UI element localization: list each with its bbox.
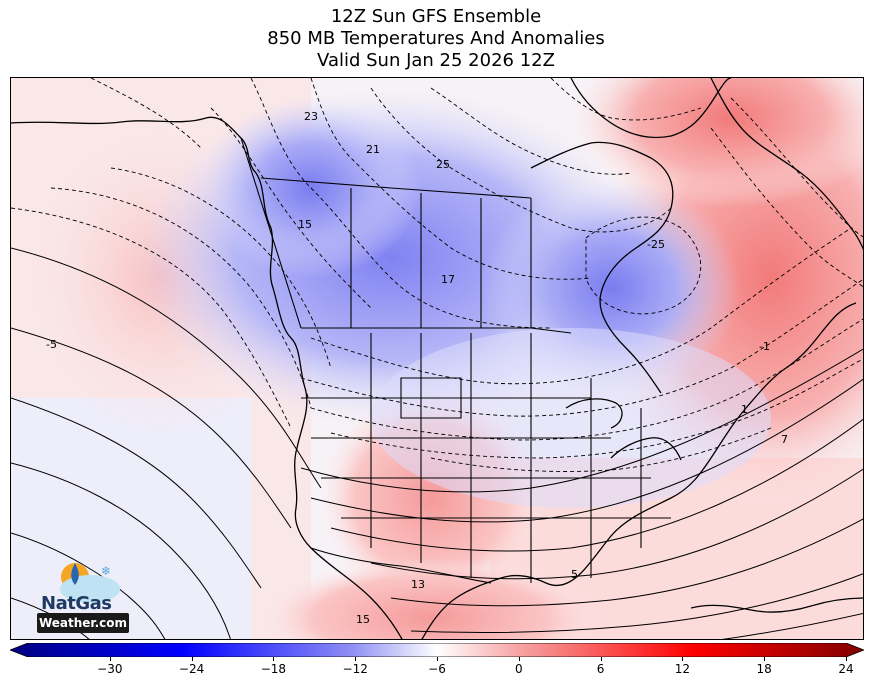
isotherm-solid (300, 348, 863, 493)
hudson-bay-coast[interactable] (530, 141, 674, 394)
contour-label: 17 (441, 273, 455, 286)
title-line-1: 12Z Sun GFS Ensemble (330, 6, 542, 27)
isotherm-solid (11, 532, 166, 639)
labrador-coast[interactable] (710, 78, 864, 253)
alaska-yukon-border[interactable] (240, 137, 302, 329)
isotherm-solid (721, 612, 863, 639)
colorbar-tick-mark (600, 657, 602, 661)
chart-title: 12Z Sun GFS Ensemble 850 MB Temperatures… (0, 6, 872, 72)
caribbean-coast[interactable] (690, 597, 864, 613)
colorbar-tick-label: −18 (260, 662, 287, 676)
isotherm-dashed (370, 87, 672, 233)
colorbar-tick-label: −24 (178, 662, 205, 676)
colorbar-tick-mark (109, 657, 111, 661)
contour-label: 7 (781, 433, 788, 446)
contour-label: 15 (298, 218, 312, 231)
isotherm-solid (11, 397, 262, 589)
isotherm-solid (11, 247, 322, 489)
isotherm-dashed (310, 78, 592, 280)
isotherm-solid (330, 418, 863, 552)
colorbar-tick-label: −30 (97, 662, 123, 676)
colorbar-tick-mark (191, 657, 193, 661)
isotherm-solid (370, 468, 863, 580)
isotherm-dashed (50, 187, 312, 409)
great-lakes-shore[interactable] (610, 437, 682, 461)
isotherm-dashed (300, 278, 863, 417)
contour-label: -5 (46, 338, 57, 351)
isotherm-dashed (430, 87, 632, 175)
contour-label: 15 (356, 613, 370, 626)
anomaly-map: 23 21 25 15 17 -25 -5 -1 1 7 13 15 5 (11, 78, 864, 640)
east-coastline[interactable] (421, 302, 857, 640)
logo-text-natgas: NatGas (41, 593, 112, 614)
isotherm-dashed (710, 127, 863, 288)
isotherm-dashed (90, 78, 202, 149)
colorbar-tick-label: −6 (428, 662, 446, 676)
colorbar-scale (10, 643, 864, 657)
isotherm-solid (410, 573, 863, 634)
wyoming-outline[interactable] (400, 377, 462, 419)
colorbar-tick-mark (518, 657, 520, 661)
logo-text-weather: Weather.com (37, 613, 129, 633)
isotherm-dashed (210, 107, 372, 309)
contour-label: 21 (366, 143, 380, 156)
isotherm-solid (11, 327, 292, 529)
colorbar-tick-mark (437, 657, 438, 661)
colorbar-tick-label: 12 (674, 662, 691, 676)
isotherm-solid (11, 462, 231, 639)
contour-label: 5 (571, 568, 578, 581)
colorbar-tick-mark (682, 657, 684, 661)
isotherm-dashed (310, 318, 863, 441)
contour-label: -25 (647, 238, 665, 251)
isotherm-dashed (430, 427, 772, 472)
colorbar-tick-label: 18 (756, 662, 772, 676)
isotherm-dashed-closed (585, 216, 702, 315)
isotherm-dashed (330, 358, 863, 459)
isotherm-solid (310, 378, 863, 523)
colorbar-tick-label: −12 (342, 662, 368, 676)
isotherm-dashed (250, 78, 552, 329)
isotherm-dashed (310, 227, 852, 385)
colorbar-tick-mark (355, 657, 357, 661)
contour-label: 25 (436, 158, 450, 171)
contour-label: 13 (411, 578, 425, 591)
colorbar (10, 643, 864, 657)
contour-label: 23 (304, 110, 318, 123)
northern-territories-border[interactable] (260, 177, 532, 199)
colorbar-tick-label: 24 (838, 662, 854, 676)
natgas-weather-logo[interactable]: ❄ NatGas Weather.com (35, 551, 135, 637)
contour-label: -1 (759, 340, 770, 353)
title-line-2: 850 MB Temperatures And Anomalies (267, 28, 605, 49)
colorbar-tick-label: 0 (514, 662, 523, 676)
coastlines (11, 78, 864, 640)
colorbar-tick-mark (273, 657, 275, 661)
labrador-warm-anomaly (571, 78, 863, 208)
solid-isotherms (11, 247, 863, 639)
colorbar-tick-label: 6 (596, 662, 605, 676)
contour-labels: 23 21 25 15 17 -25 -5 -1 1 7 13 15 5 (46, 110, 788, 626)
logo-graphic: ❄ (60, 563, 120, 603)
us-canada-border[interactable] (301, 327, 572, 334)
political-borders (240, 137, 671, 584)
snowflake-icon: ❄ (101, 564, 111, 578)
contour-label: 1 (741, 403, 748, 416)
isotherm-dashed (11, 207, 292, 429)
colorbar-tick-mark (846, 657, 847, 661)
map-panel: 23 21 25 15 17 -25 -5 -1 1 7 13 15 5 ❄ N… (10, 77, 864, 640)
colorbar-tick-mark (764, 657, 766, 661)
us-mexico-border[interactable] (310, 547, 492, 584)
isotherm-dashed (550, 78, 702, 121)
isotherm-dashed (730, 97, 863, 238)
dashed-isotherms (11, 78, 863, 472)
title-line-3: Valid Sun Jan 25 2026 12Z (317, 50, 555, 71)
lake-superior-shore[interactable] (565, 398, 623, 429)
isotherm-solid (390, 518, 863, 607)
flame-icon (71, 563, 79, 585)
west-coastline[interactable] (11, 116, 403, 640)
